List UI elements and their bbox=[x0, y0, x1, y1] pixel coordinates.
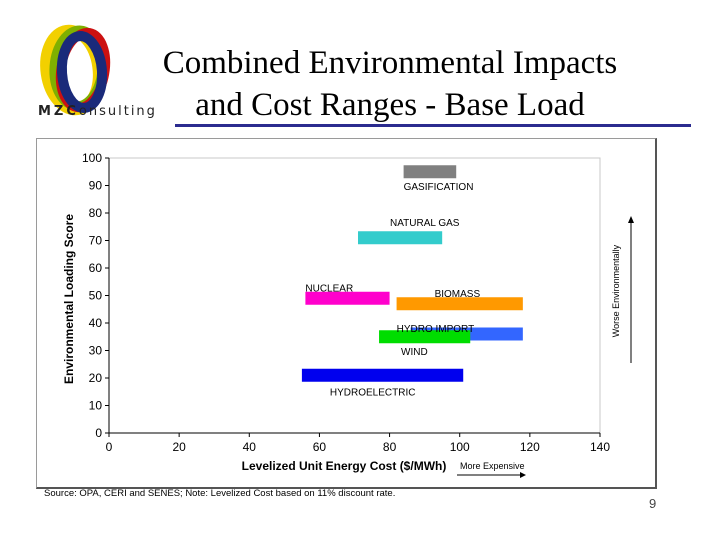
bar-label-natural-gas: NATURAL GAS bbox=[390, 218, 460, 229]
bar-biomass bbox=[396, 297, 523, 311]
y-annotation-arrow bbox=[628, 216, 634, 363]
title-line-2: and Cost Ranges - Base Load bbox=[195, 87, 585, 123]
chart: 0 10 20 30 40 50 60 70 80 90 100 0 20 40 60 80 100 120 14… bbox=[62, 151, 634, 478]
y-tick-label: 20 bbox=[89, 371, 103, 385]
x-tick-label: 40 bbox=[243, 440, 257, 454]
source-note: Source: OPA, CERI and SENES; Note: Level… bbox=[44, 488, 396, 499]
page-number: 9 bbox=[649, 496, 657, 511]
x-annotation-label: More Expensive bbox=[460, 461, 525, 471]
bar-label-hydroelectric: HYDROELECTRIC bbox=[330, 387, 416, 398]
y-tick-label: 40 bbox=[89, 316, 103, 330]
x-axis-label: Levelized Unit Energy Cost ($/MWh) bbox=[242, 459, 447, 473]
slide-title: Combined Environmental Impacts and Cost … bbox=[130, 42, 650, 126]
y-tick-label: 70 bbox=[89, 234, 103, 248]
logo-rings-icon bbox=[40, 24, 111, 116]
bar-label-wind: WIND bbox=[401, 347, 428, 358]
x-tick-label: 0 bbox=[106, 440, 113, 454]
x-tick-label: 60 bbox=[313, 440, 327, 454]
x-tick-label: 140 bbox=[590, 440, 610, 454]
y-tick-label: 0 bbox=[95, 426, 102, 440]
y-tick-label: 10 bbox=[89, 399, 103, 413]
x-tick-label: 100 bbox=[450, 440, 470, 454]
x-tick-label: 80 bbox=[383, 440, 397, 454]
bar-gasification bbox=[403, 165, 457, 179]
bar-label-nuclear: NUCLEAR bbox=[305, 283, 353, 294]
y-axis-label: Environmental Loading Score bbox=[62, 214, 76, 384]
chart-frame: 0 10 20 30 40 50 60 70 80 90 100 0 20 40 60 80 100 120 14… bbox=[36, 138, 657, 489]
bar-wind bbox=[379, 330, 471, 344]
title-underline bbox=[175, 124, 691, 127]
y-tick-label: 90 bbox=[89, 179, 103, 193]
title-line-1: Combined Environmental Impacts bbox=[162, 45, 618, 81]
logo-text: MZConsulting bbox=[38, 104, 157, 119]
y-annotation-label: Worse Environmentally bbox=[611, 244, 621, 337]
x-annotation-arrow bbox=[457, 472, 526, 478]
x-tick-label: 120 bbox=[520, 440, 540, 454]
bar-nuclear bbox=[305, 291, 390, 305]
bar-label-gasification: GASIFICATION bbox=[404, 182, 474, 193]
bar-hydroelectric bbox=[301, 368, 464, 382]
y-tick-label: 80 bbox=[89, 206, 103, 220]
bar-label-hydro-import: HYDRO IMPORT bbox=[397, 324, 475, 335]
x-tick-label: 20 bbox=[172, 440, 186, 454]
bar-natural-gas bbox=[358, 231, 443, 245]
y-tick-label: 50 bbox=[89, 289, 103, 303]
y-tick-label: 60 bbox=[89, 261, 103, 275]
y-tick-label: 100 bbox=[82, 151, 102, 165]
bar-label-biomass: BIOMASS bbox=[435, 289, 481, 300]
y-tick-label: 30 bbox=[89, 344, 103, 358]
